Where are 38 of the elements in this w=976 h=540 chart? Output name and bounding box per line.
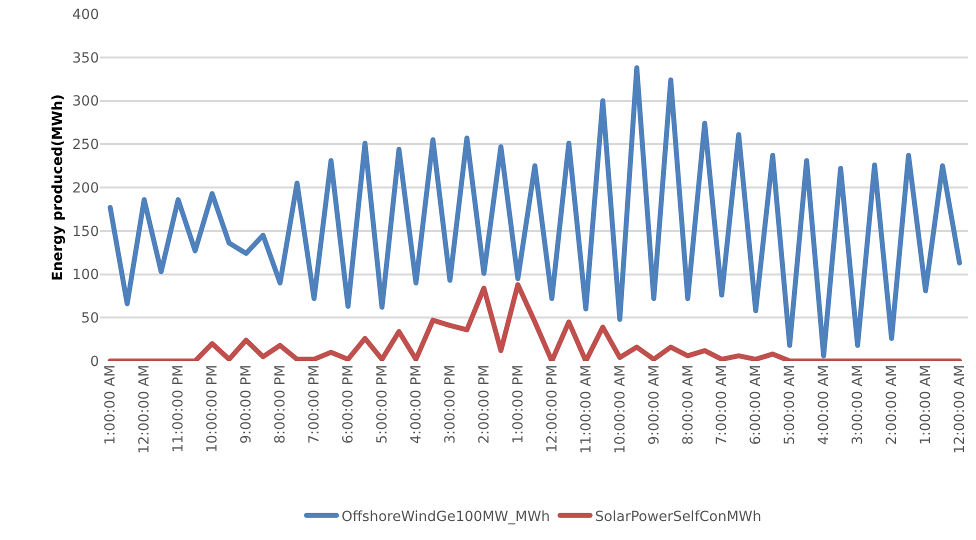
y-tick-label: 0 <box>90 354 99 370</box>
x-tick-label: 9:00:00 PM <box>238 364 255 444</box>
y-axis-title: Energy produced(MWh) <box>50 94 66 281</box>
y-tick-label: 250 <box>72 137 99 154</box>
x-tick-label: 12:00:00 PM <box>544 364 560 453</box>
x-tick-label: 6:00:00 AM <box>748 364 764 445</box>
legend-label: SolarPowerSelfConMWh <box>595 508 762 525</box>
x-tick-label: 7:00:00 AM <box>714 364 730 445</box>
x-tick-label: 12:00:00 AM <box>952 364 968 454</box>
x-tick-label: 2:00:00 AM <box>884 364 900 445</box>
x-tick-label: 11:00:00 AM <box>578 364 594 454</box>
x-tick-label: 10:00:00 PM <box>204 364 221 453</box>
y-tick-label: 400 <box>72 6 99 23</box>
x-tick-label: 3:00:00 PM <box>442 364 458 444</box>
x-tick-label: 11:00:00 PM <box>170 364 187 453</box>
y-tick-label: 300 <box>72 94 99 110</box>
x-tick-label: 9:00:00 AM <box>646 364 662 445</box>
x-tick-label: 1:00:00 AM <box>102 364 119 445</box>
x-tick-label: 8:00:00 AM <box>680 364 696 445</box>
x-tick-label: 6:00:00 PM <box>340 364 357 444</box>
x-tick-label: 5:00:00 AM <box>782 364 798 445</box>
x-tick-label: 10:00:00 AM <box>612 364 628 454</box>
y-tick-label: 150 <box>72 224 99 240</box>
x-tick-label: 4:00:00 PM <box>408 364 424 444</box>
x-tick-label: 7:00:00 PM <box>306 364 323 444</box>
y-tick-label: 50 <box>81 310 99 327</box>
x-tick-label: 4:00:00 AM <box>816 364 832 445</box>
x-tick-label: 5:00:00 PM <box>374 364 391 444</box>
x-tick-label: 2:00:00 PM <box>476 364 492 444</box>
y-tick-label: 200 <box>72 180 99 196</box>
legend-label: OffshoreWindGe100MW_MWh <box>342 508 550 525</box>
x-tick-label: 1:00:00 PM <box>510 364 526 444</box>
y-tick-label: 350 <box>72 50 99 66</box>
x-tick-label: 8:00:00 PM <box>272 364 289 444</box>
x-tick-label: 12:00:00 AM <box>136 364 153 454</box>
x-tick-label: 3:00:00 AM <box>850 364 866 445</box>
x-tick-label: 1:00:00 AM <box>918 364 934 445</box>
y-tick-label: 100 <box>72 267 99 284</box>
